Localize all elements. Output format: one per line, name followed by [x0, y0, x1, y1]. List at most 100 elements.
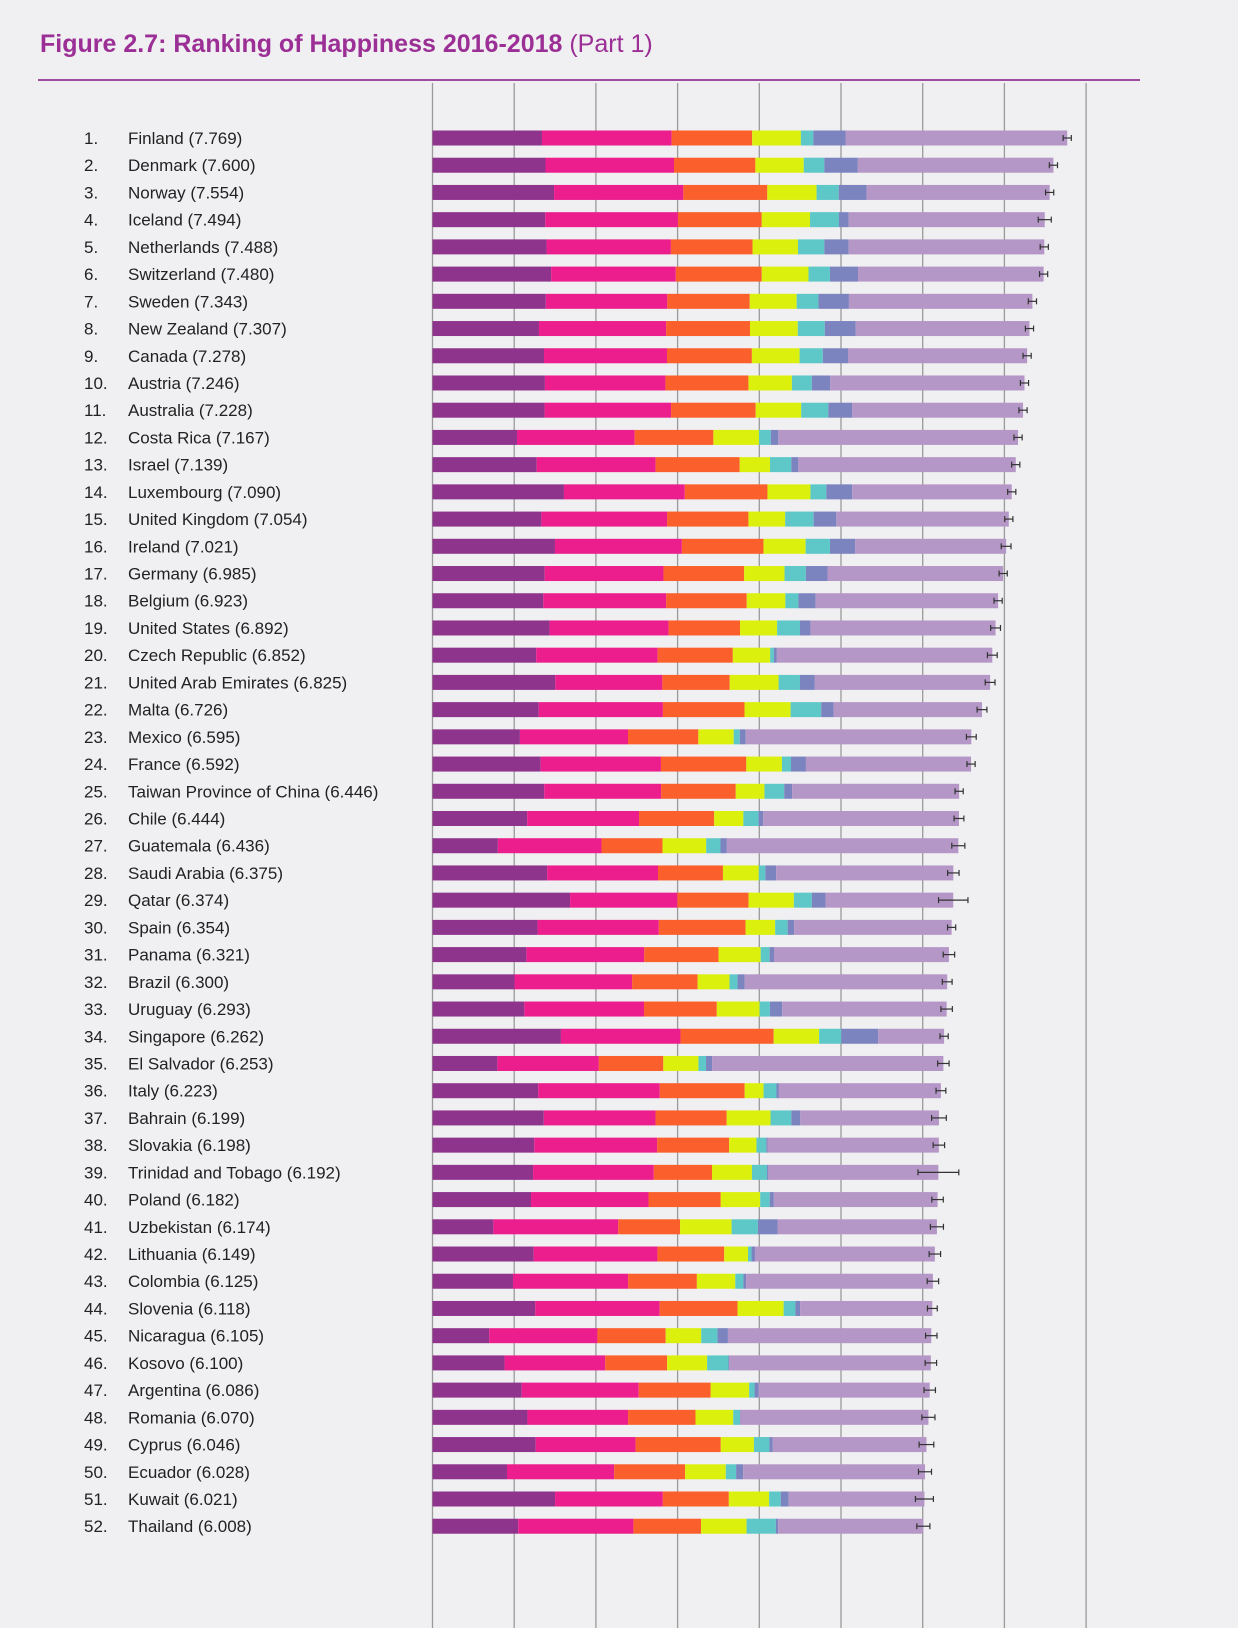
bar-segment-4: [729, 1137, 757, 1153]
country-label: Brazil (6.300): [128, 973, 229, 992]
bar-segment-1: [432, 130, 542, 146]
bar-segment-3: [648, 1192, 721, 1208]
bar-segment-7: [726, 838, 959, 854]
bar-segment-4: [763, 538, 806, 554]
bar-segment-7: [777, 1219, 937, 1235]
bar-segment-6: [743, 1273, 747, 1289]
bar-row: 52. Thailand (6.008): [84, 1517, 931, 1536]
country-label: France (6.592): [128, 755, 240, 774]
bar-row: 39. Trinidad and Tobago (6.192): [84, 1163, 960, 1182]
bar-segment-2: [534, 1137, 658, 1153]
bar-segment-5: [743, 811, 759, 826]
bar-segment-2: [531, 1192, 649, 1208]
bar-segment-1: [432, 865, 548, 881]
bar-segment-1: [432, 1409, 528, 1425]
bar-segment-2: [560, 1028, 681, 1044]
bar-segment-6: [769, 947, 775, 963]
bar-segment-4: [701, 1518, 747, 1534]
bar-segment-5: [758, 429, 771, 445]
bar-segment-4: [716, 1001, 760, 1017]
bar-row: 32. Brazil (6.300): [84, 973, 953, 992]
bar-segment-4: [752, 239, 799, 255]
bar-row: 25. Taiwan Province of China (6.446): [84, 782, 964, 801]
bar-segment-2: [549, 620, 669, 636]
bar-segment-7: [857, 157, 1054, 173]
bar-segment-4: [737, 1300, 784, 1316]
bar-segment-6: [829, 538, 856, 554]
bar-segment-2: [533, 1246, 658, 1262]
bar-row: 51. Kuwait (6.021): [84, 1490, 935, 1509]
bar-segment-6: [767, 1164, 769, 1180]
bar-segment-1: [432, 593, 544, 609]
bar-segment-5: [763, 1083, 777, 1099]
bar-row: 46. Kosovo (6.100): [84, 1354, 938, 1373]
bar-segment-1: [432, 919, 538, 935]
bar-segment-7: [746, 1273, 933, 1289]
rank-label: 21.: [84, 673, 108, 692]
bar-segment-7: [848, 212, 1045, 228]
bar-segment-6: [828, 402, 853, 418]
bar-segment-3: [634, 429, 714, 445]
bar-segment-5: [731, 1219, 758, 1235]
bar-segment-4: [665, 1328, 702, 1344]
rank-label: 52.: [84, 1517, 108, 1536]
bar-segment-6: [838, 212, 849, 228]
bar-segment-3: [657, 647, 733, 663]
bar-segment-7: [772, 1437, 927, 1453]
bar-segment-3: [628, 1273, 697, 1289]
bar-segment-7: [845, 130, 1068, 146]
bar-segment-6: [780, 1491, 789, 1507]
bar-segment-7: [745, 729, 972, 745]
bar-segment-2: [519, 729, 629, 745]
bar-segment-7: [744, 974, 948, 990]
bar-row: 19. United States (6.892): [84, 619, 1002, 638]
bar-row: 45. Nicaragua (6.105): [84, 1327, 938, 1346]
country-label: United Arab Emirates (6.825): [128, 673, 347, 692]
bar-segment-5: [760, 947, 770, 963]
country-label: Mexico (6.595): [128, 728, 240, 747]
bar-segment-6: [791, 1110, 801, 1126]
bar-segment-6: [757, 1219, 778, 1235]
rank-label: 23.: [84, 728, 108, 747]
bar-segment-5: [735, 1273, 744, 1289]
bar-segment-5: [784, 566, 806, 582]
bar-segment-5: [733, 729, 740, 745]
bar-segment-6: [818, 293, 849, 309]
bar-segment-4: [735, 783, 765, 799]
bar-row: 40. Poland (6.182): [84, 1191, 944, 1210]
bar-segment-2: [555, 674, 663, 690]
bar-segment-1: [432, 1246, 534, 1262]
bar-segment-2: [538, 1083, 660, 1099]
country-label: Colombia (6.125): [128, 1272, 258, 1291]
bar-segment-6: [811, 892, 826, 908]
bar-row: 24. France (6.592): [84, 755, 976, 774]
bar-segment-4: [680, 1219, 732, 1235]
bar-segment-7: [825, 892, 954, 908]
bar-row: 33. Uruguay (6.293): [84, 1000, 953, 1019]
bar-segment-2: [538, 702, 663, 718]
bar-segment-2: [535, 1300, 660, 1316]
bar-segment-4: [749, 321, 798, 337]
rank-label: 48.: [84, 1408, 108, 1427]
bar-segment-2: [547, 865, 658, 881]
bar-segment-6: [737, 974, 745, 990]
bar-segment-5: [801, 402, 829, 418]
bar-segment-7: [800, 1300, 933, 1316]
country-label: Argentina (6.086): [128, 1381, 259, 1400]
country-label: Slovakia (6.198): [128, 1136, 251, 1155]
rank-label: 8.: [84, 320, 98, 339]
bar-segment-5: [798, 239, 825, 255]
bar-row: 27. Guatemala (6.436): [84, 837, 966, 856]
bar-segment-3: [638, 1382, 711, 1398]
bar-row: 18. Belgium (6.923): [84, 592, 1003, 611]
country-label: Qatar (6.374): [128, 891, 229, 910]
bar-segment-1: [432, 974, 515, 990]
country-label: Belgium (6.923): [128, 592, 248, 611]
bar-row: 41. Uzbekistan (6.174): [84, 1218, 945, 1237]
bar-segment-1: [432, 1300, 536, 1316]
bar-segment-1: [432, 1137, 535, 1153]
bar-segment-4: [744, 566, 785, 582]
bar-segment-3: [635, 1437, 721, 1453]
bar-segment-6: [813, 511, 837, 527]
bar-segment-5: [775, 919, 788, 935]
